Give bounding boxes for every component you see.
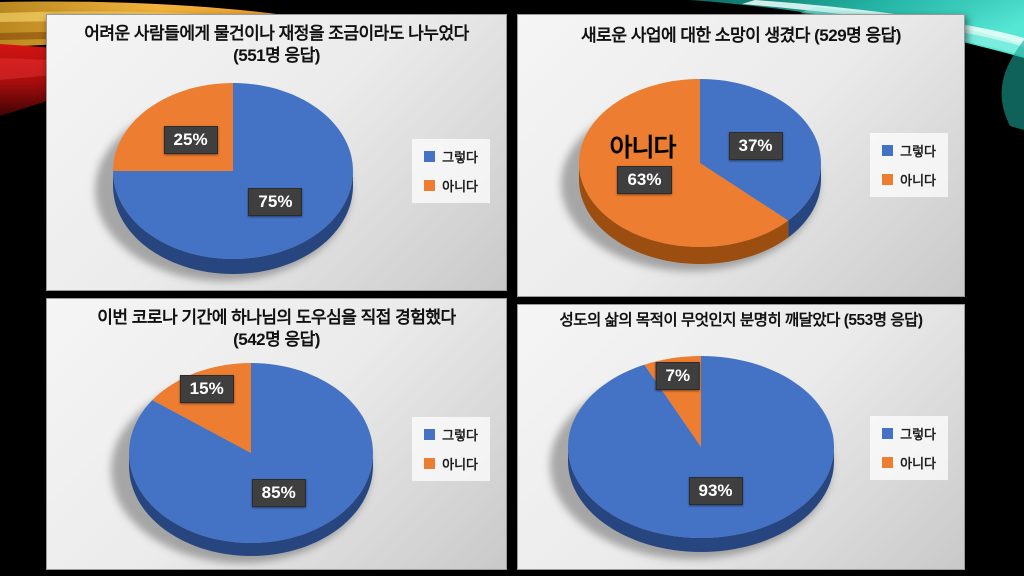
pie-value-label-yes: 37%: [728, 132, 783, 161]
legend-item-yes: 그렇다: [882, 424, 936, 443]
pie-value-label-no: 25%: [163, 125, 218, 154]
chart-legend: 그렇다 아니다: [870, 133, 948, 197]
legend-label-no: 아니다: [900, 173, 936, 188]
legend-swatch-orange: [424, 180, 436, 191]
legend-label-no: 아니다: [442, 179, 478, 194]
legend-label-yes: 그렇다: [442, 150, 478, 165]
pie-side-yes: [113, 171, 353, 274]
chart-title-line2: (551명 응답): [233, 46, 320, 66]
chart-legend: 그렇다 아니다: [870, 416, 948, 480]
chart-legend: 그렇다 아니다: [412, 139, 490, 203]
chart-panel-new-ministry-hope: 새로운 사업에 대한 소망이 생겼다 (529명 응답) 37% 63% 아니다 그…: [517, 14, 965, 297]
chart-title: 새로운 사업에 대한 소망이 생겼다 (529명 응답): [524, 25, 958, 47]
pie-value-label-yes: 75%: [248, 188, 303, 217]
chart-title-line2: (542명 응답): [233, 330, 320, 350]
legend-swatch-orange: [424, 458, 436, 469]
legend-item-no: 아니다: [882, 453, 936, 472]
legend-item-yes: 그렇다: [424, 147, 478, 166]
pie-value-label-no: 15%: [179, 374, 234, 403]
legend-item-yes: 그렇다: [882, 141, 936, 160]
legend-item-no: 아니다: [424, 454, 478, 473]
chart-title: 어려운 사람들에게 물건이나 재정을 조금이라도 나누었다 (551명 응답): [53, 23, 500, 67]
legend-label-yes: 그렇다: [442, 428, 478, 443]
pie-chart-new-ministry-hope: 37% 63% 아니다: [518, 15, 964, 296]
legend-item-no: 아니다: [882, 170, 936, 189]
pie-side-yes: [788, 163, 821, 238]
chart-legend: 그렇다 아니다: [412, 417, 490, 481]
legend-swatch-blue: [882, 428, 894, 439]
legend-label-no: 아니다: [900, 456, 936, 471]
legend-swatch-orange: [882, 174, 894, 185]
pie-side-no: [579, 163, 789, 264]
pie-chart-experienced-gods-help: 85% 15%: [47, 299, 506, 569]
pie-3d-svg: [111, 363, 373, 563]
teal-edge-tail: [1001, 40, 1024, 130]
pie-value-label-no: 63%: [617, 165, 672, 194]
chart-title-line1: 이번 코로나 기간에 하나님의 도우심을 직접 경험했다: [97, 308, 456, 327]
pie-annotation-label: 아니다: [609, 133, 676, 162]
legend-label-yes: 그렇다: [900, 427, 936, 442]
chart-panel-life-purpose: 성도의 삶의 목적이 무엇인지 분명히 깨달았다 (553명 응답) 93% 7%…: [517, 304, 965, 570]
pie-chart-giving: 75% 25%: [47, 15, 506, 290]
pie-value-label-yes: 85%: [251, 479, 306, 508]
legend-label-yes: 그렇다: [900, 144, 936, 159]
legend-swatch-blue: [424, 151, 436, 162]
legend-label-no: 아니다: [442, 457, 478, 472]
chart-title: 성도의 삶의 목적이 무엇인지 분명히 깨달았다 (553명 응답): [524, 311, 958, 331]
chart-title-line1: 새로운 사업에 대한 소망이 생겼다 (529명 응답): [581, 26, 901, 45]
chart-title: 이번 코로나 기간에 하나님의 도우심을 직접 경험했다 (542명 응답): [53, 307, 500, 351]
chart-title-line1: 어려운 사람들에게 물건이나 재정을 조금이라도 나누었다: [84, 24, 469, 43]
legend-item-yes: 그렇다: [424, 425, 478, 444]
chart-panel-experienced-gods-help: 이번 코로나 기간에 하나님의 도우심을 직접 경험했다 (542명 응답) 8…: [46, 298, 507, 570]
chart-title-line1: 성도의 삶의 목적이 무엇인지 분명히 깨달았다 (553명 응답): [559, 312, 923, 329]
legend-swatch-blue: [882, 145, 894, 156]
pie-slice-no: [579, 79, 789, 247]
legend-item-no: 아니다: [424, 176, 478, 195]
pie-value-label-yes: 93%: [688, 477, 743, 506]
pie-3d-svg: [550, 356, 834, 559]
pie-chart-life-purpose: 93% 7%: [518, 305, 964, 569]
legend-swatch-blue: [424, 429, 436, 440]
white-streak: [742, 0, 1024, 47]
chart-panel-giving: 어려운 사람들에게 물건이나 재정을 조금이라도 나누었다 (551명 응답) …: [46, 14, 507, 291]
pie-value-label-no: 7%: [655, 361, 701, 390]
legend-swatch-orange: [882, 457, 894, 468]
